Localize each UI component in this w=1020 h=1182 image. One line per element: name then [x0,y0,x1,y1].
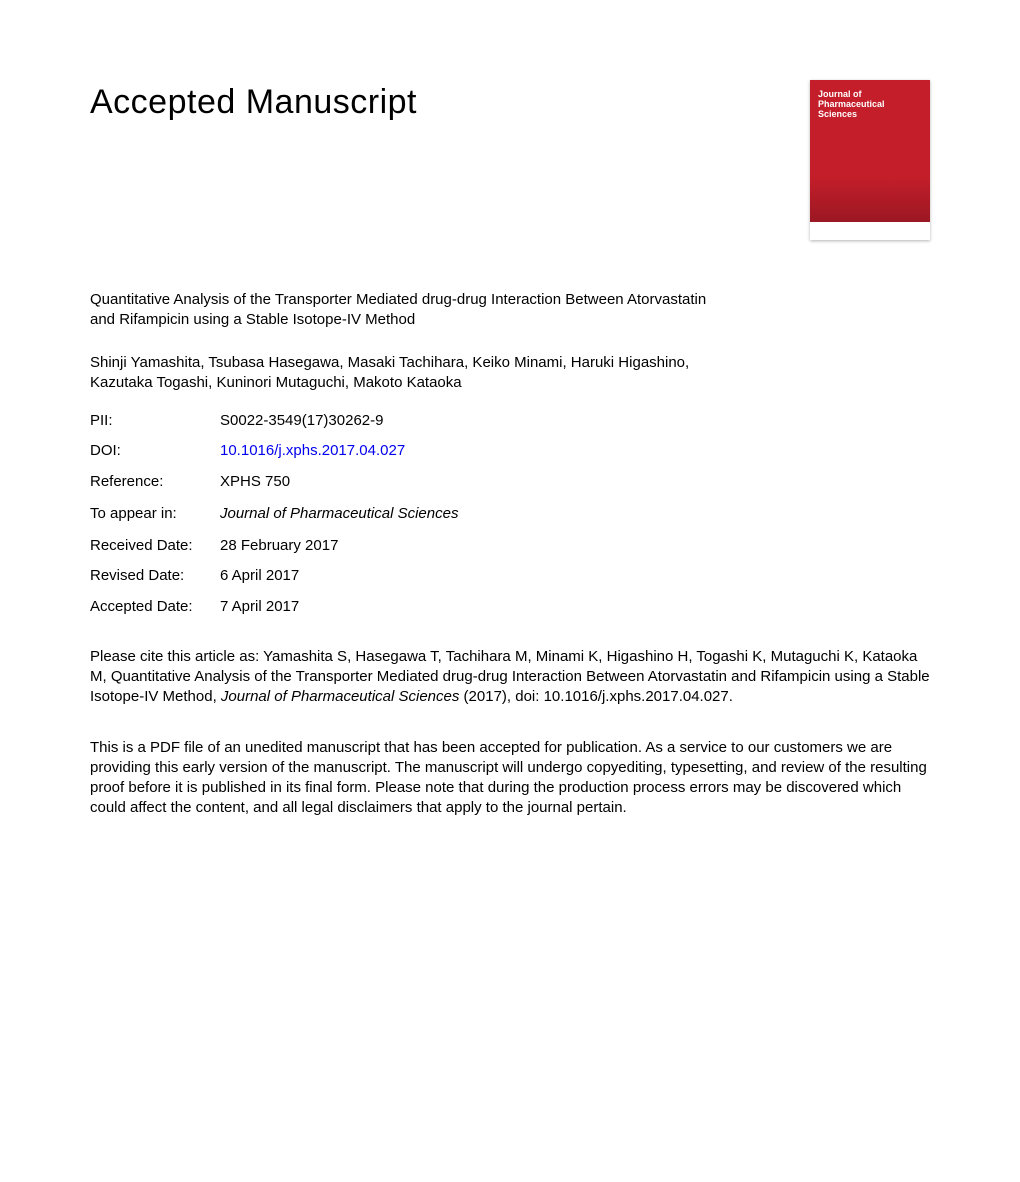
pii-label: PII: [90,411,220,431]
meta-row-reference: Reference: XPHS 750 [90,472,930,492]
appear-label: To appear in: [90,504,220,524]
accepted-label: Accepted Date: [90,597,220,617]
reference-label: Reference: [90,472,220,492]
meta-row-doi: DOI: 10.1016/j.xphs.2017.04.027 [90,441,930,461]
cover-bottom-strip [810,222,930,240]
pii-value: S0022-3549(17)30262-9 [220,411,383,431]
meta-row-accepted: Accepted Date: 7 April 2017 [90,597,930,617]
revised-value: 6 April 2017 [220,566,299,586]
journal-cover-thumbnail: Journal ofPharmaceuticalSciences [810,80,930,240]
citation-text: Please cite this article as: Yamashita S… [90,647,930,708]
metadata-table: PII: S0022-3549(17)30262-9 DOI: 10.1016/… [90,411,930,617]
citation-journal: Journal of Pharmaceutical Sciences [221,688,459,705]
header-row: Accepted Manuscript Journal ofPharmaceut… [90,80,930,240]
citation-suffix: (2017), doi: 10.1016/j.xphs.2017.04.027. [459,688,733,705]
revised-label: Revised Date: [90,566,220,586]
meta-row-received: Received Date: 28 February 2017 [90,536,930,556]
article-title: Quantitative Analysis of the Transporter… [90,290,710,331]
meta-row-appear: To appear in: Journal of Pharmaceutical … [90,504,930,524]
meta-row-pii: PII: S0022-3549(17)30262-9 [90,411,930,431]
meta-row-revised: Revised Date: 6 April 2017 [90,566,930,586]
received-label: Received Date: [90,536,220,556]
doi-label: DOI: [90,441,220,461]
reference-value: XPHS 750 [220,472,290,492]
accepted-value: 7 April 2017 [220,597,299,617]
cover-journal-name: Journal ofPharmaceuticalSciences [818,90,885,120]
doi-link[interactable]: 10.1016/j.xphs.2017.04.027 [220,441,405,461]
appear-value: Journal of Pharmaceutical Sciences [220,504,458,524]
received-value: 28 February 2017 [220,536,338,556]
author-list: Shinji Yamashita, Tsubasa Hasegawa, Masa… [90,353,710,394]
page-title: Accepted Manuscript [90,80,417,126]
disclaimer-text: This is a PDF file of an unedited manusc… [90,738,930,819]
